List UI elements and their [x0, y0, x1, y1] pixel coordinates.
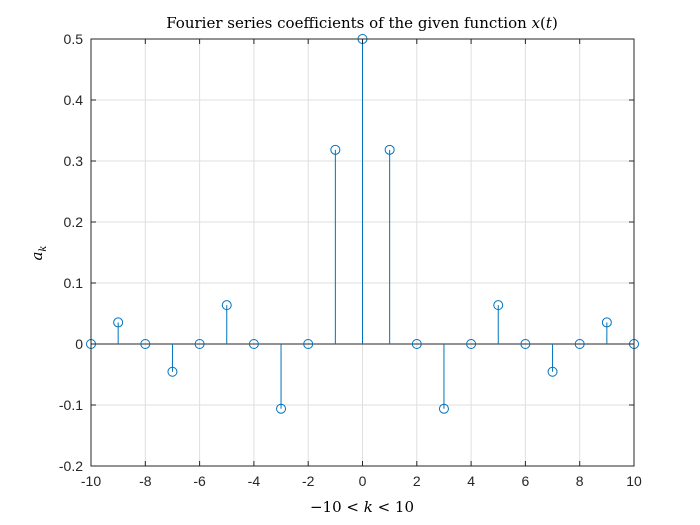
x-tick-label: 6: [522, 473, 530, 489]
stem-marker: [574, 339, 585, 349]
stem-marker: [113, 317, 124, 328]
stem-marker: [547, 366, 558, 377]
y-tick-label: 0.2: [64, 214, 84, 230]
stem-marker: [140, 339, 151, 349]
stem-marker: [248, 339, 259, 349]
stem-marker: [330, 144, 341, 155]
stem-marker: [384, 144, 395, 155]
y-tick-label: -0.1: [59, 397, 83, 413]
x-tick-label: -4: [248, 473, 261, 489]
y-tick-label: 0: [75, 336, 83, 352]
y-tick-label: 0.4: [64, 92, 84, 108]
x-tick-label: -2: [302, 473, 315, 489]
y-tick-label: -0.2: [59, 458, 83, 474]
stem-marker: [493, 300, 504, 311]
stem-marker: [221, 300, 232, 311]
x-tick-label: 4: [467, 473, 475, 489]
x-tick-label: -8: [139, 473, 152, 489]
stem-marker: [411, 339, 422, 349]
stem-marker: [167, 366, 178, 377]
stem-marker: [438, 403, 449, 414]
x-tick-label: 2: [413, 473, 421, 489]
y-tick-label: 0.3: [64, 153, 84, 169]
y-axis-label: ak: [28, 245, 49, 260]
x-axis-label: −10 < k < 10: [310, 498, 414, 516]
stem-marker: [276, 403, 287, 414]
chart-title: Fourier series coefficients of the given…: [166, 14, 558, 32]
stem-marker: [601, 317, 612, 328]
x-ticks: -10 -8 -6 -4 -2 0 2 4 6 8 10: [81, 39, 642, 489]
x-tick-label: 8: [576, 473, 584, 489]
y-tick-label: 0.5: [64, 31, 84, 47]
x-tick-label: -6: [193, 473, 206, 489]
y-ticks: -0.2 -0.1 0 0.1 0.2 0.3 0.4 0.5: [59, 31, 634, 474]
x-tick-label: -10: [81, 473, 101, 489]
x-tick-label: 0: [359, 473, 367, 489]
stem-marker: [194, 339, 205, 349]
stem-marker: [303, 339, 314, 349]
y-tick-label: 0.1: [64, 275, 84, 291]
stem-marker: [466, 339, 477, 349]
x-tick-label: 10: [626, 473, 642, 489]
stem-marker: [520, 339, 531, 349]
stems: [86, 34, 639, 414]
